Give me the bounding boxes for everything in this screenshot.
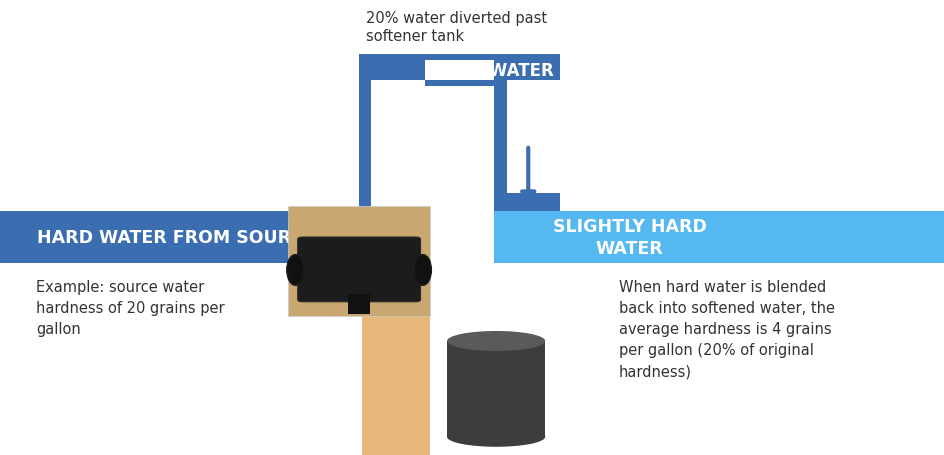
Ellipse shape: [287, 255, 303, 286]
Bar: [494, 55, 560, 212]
Bar: [359, 55, 560, 86]
Text: SLIGHTLY HARD
WATER: SLIGHTLY HARD WATER: [552, 217, 706, 258]
Bar: [494, 212, 944, 264]
Text: Example: source water
hardness of 20 grains per
gallon: Example: source water hardness of 20 gra…: [36, 280, 225, 337]
Bar: [447, 341, 545, 437]
Bar: [371, 81, 425, 264]
Bar: [0, 212, 392, 264]
Text: HARD WATER FROM SOURCE: HARD WATER FROM SOURCE: [37, 229, 315, 247]
Text: 20% water diverted past
softener tank: 20% water diverted past softener tank: [365, 11, 547, 44]
Ellipse shape: [447, 427, 545, 447]
Bar: [347, 294, 370, 314]
Text: HARD WATER: HARD WATER: [430, 61, 553, 80]
Ellipse shape: [413, 255, 430, 286]
Ellipse shape: [447, 331, 545, 351]
Bar: [362, 262, 430, 455]
Bar: [425, 61, 494, 81]
FancyBboxPatch shape: [297, 238, 420, 302]
Bar: [288, 207, 430, 316]
Bar: [506, 81, 560, 193]
Bar: [359, 55, 425, 264]
Text: When hard water is blended
back into softened water, the
average hardness is 4 g: When hard water is blended back into sof…: [618, 280, 834, 379]
